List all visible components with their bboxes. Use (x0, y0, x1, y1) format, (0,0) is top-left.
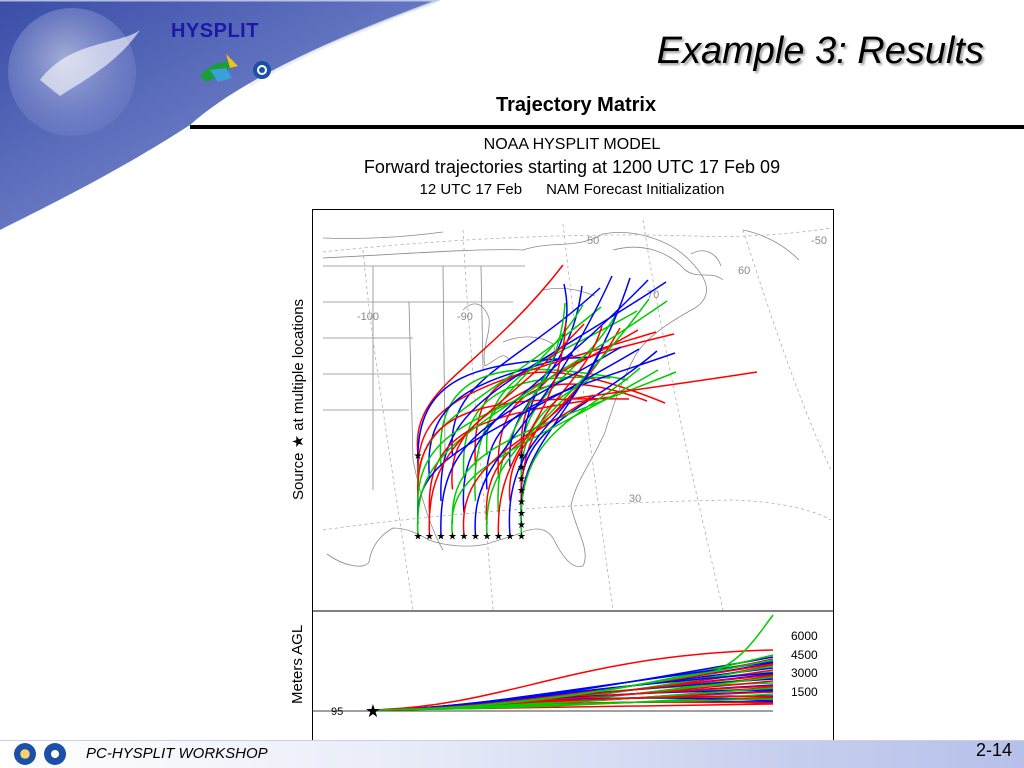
trajectory-line (451, 329, 639, 490)
hysplit-logo-text: HYSPLIT (171, 20, 259, 42)
star-icon: ★ (437, 532, 446, 543)
source-axis-label: Source ★ at multiple locations (290, 298, 307, 500)
init-time: 12 UTC 17 Feb (419, 181, 523, 198)
init-model: NAM Forecast Initialization (546, 181, 725, 198)
hysplit-logo-icon (200, 54, 271, 82)
title-divider (190, 125, 1024, 129)
star-icon: ★ (494, 532, 503, 543)
figure-heading-model: NOAA HYSPLIT MODEL (483, 136, 661, 153)
star-icon: ★ (365, 701, 381, 721)
star-icon: ★ (483, 532, 492, 543)
star-icon: ★ (506, 532, 515, 543)
grid-labels: 50 60 70 30 -50 -100 -90 (357, 235, 827, 505)
height-axis-label: Meters AGL (289, 624, 306, 704)
trajectory-line (417, 373, 575, 513)
trajectory-line (416, 300, 668, 536)
star-icon: ★ (460, 532, 469, 543)
trajectory-line (485, 394, 594, 525)
trajectory-line (462, 279, 649, 513)
trajectory-line (474, 275, 613, 536)
start-height-label: 95 (331, 706, 343, 718)
star-icon: ★ (414, 451, 423, 462)
figure-heading-description: Forward trajectories starting at 1200 UT… (363, 157, 781, 177)
trajectory-line (451, 287, 601, 456)
trajectory-figure: 50 60 70 30 -50 -100 -90 ★ ★ ★ ★ ★ ★ ★ ★ ★ ★ ★ ★ ★ ★ ★… (312, 209, 834, 745)
trajectory-line (508, 344, 604, 536)
star-icon: ★ (471, 532, 480, 543)
page-number: 2-14 (975, 740, 1012, 760)
noaa-seal-icon (44, 743, 66, 765)
height-tick-1500: 1500 (791, 685, 818, 699)
trajectory-line (497, 302, 566, 513)
source-markers: ★ ★★★★★★★★ ★ ★ ★ ★ ★ ★ ★ ★ ★ (414, 451, 527, 543)
trajectory-line (486, 298, 650, 536)
star-icon: ★ (517, 451, 526, 462)
footer-workshop-name: PC-HYSPLIT WORKSHOP (86, 745, 268, 762)
figure-heading-initialization: 12 UTC 17 Feb NAM Forecast Initialization (312, 181, 832, 198)
doc-seal-icon (14, 743, 36, 765)
star-icon: ★ (517, 474, 526, 485)
star-icon: ★ (414, 532, 423, 543)
height-tick-6000: 6000 (791, 629, 818, 643)
star-icon: ★ (517, 509, 526, 520)
height-profile-line (372, 614, 774, 711)
trajectory-lines (416, 264, 758, 536)
trajectory-line (474, 304, 584, 502)
trajectory-line (562, 371, 758, 401)
star-icon: ★ (517, 532, 526, 543)
trajectory-line (451, 371, 677, 525)
star-icon: ★ (517, 497, 526, 508)
trajectory-line (417, 356, 592, 467)
basemap-boundaries (322, 229, 800, 567)
lon-label-neg90: -90 (457, 311, 473, 323)
trajectory-line (428, 323, 585, 536)
trajectory-line (439, 368, 629, 467)
trajectory-line (416, 264, 564, 456)
lat-label-60: 60 (738, 265, 750, 277)
header-swoosh (0, 0, 441, 230)
height-tick-labels: 6000 4500 3000 1500 95 (331, 629, 818, 718)
star-icon: ★ (517, 486, 526, 497)
star-icon: ★ (448, 532, 457, 543)
star-icon: ★ (517, 520, 526, 531)
lat-label-30: 30 (629, 493, 641, 505)
trajectory-line (520, 367, 641, 536)
height-profile-lines (372, 614, 774, 711)
trajectory-line (497, 321, 567, 536)
footer-bar (0, 740, 1024, 768)
lon-label-neg100: -100 (357, 311, 379, 323)
trajectory-line (462, 392, 576, 536)
height-tick-4500: 4500 (791, 648, 818, 662)
lat-label-neg50: -50 (811, 235, 827, 247)
trajectory-line (440, 346, 622, 536)
lat-label-50: 50 (587, 235, 599, 247)
slide-subtitle: Trajectory Matrix (496, 94, 657, 116)
star-icon: ★ (425, 532, 434, 543)
star-icon: ★ (517, 463, 526, 474)
trajectory-line (520, 277, 631, 525)
height-tick-3000: 3000 (791, 666, 818, 680)
height-profile-line (372, 649, 774, 711)
trajectory-map: 50 60 70 30 -50 -100 -90 ★ ★★★★★★★★ ★ ★ ★ ★ ★ ★… (313, 219, 833, 721)
graticule (322, 219, 832, 611)
trajectory-line (485, 352, 676, 490)
slide-title: Example 3: Results (656, 30, 984, 72)
